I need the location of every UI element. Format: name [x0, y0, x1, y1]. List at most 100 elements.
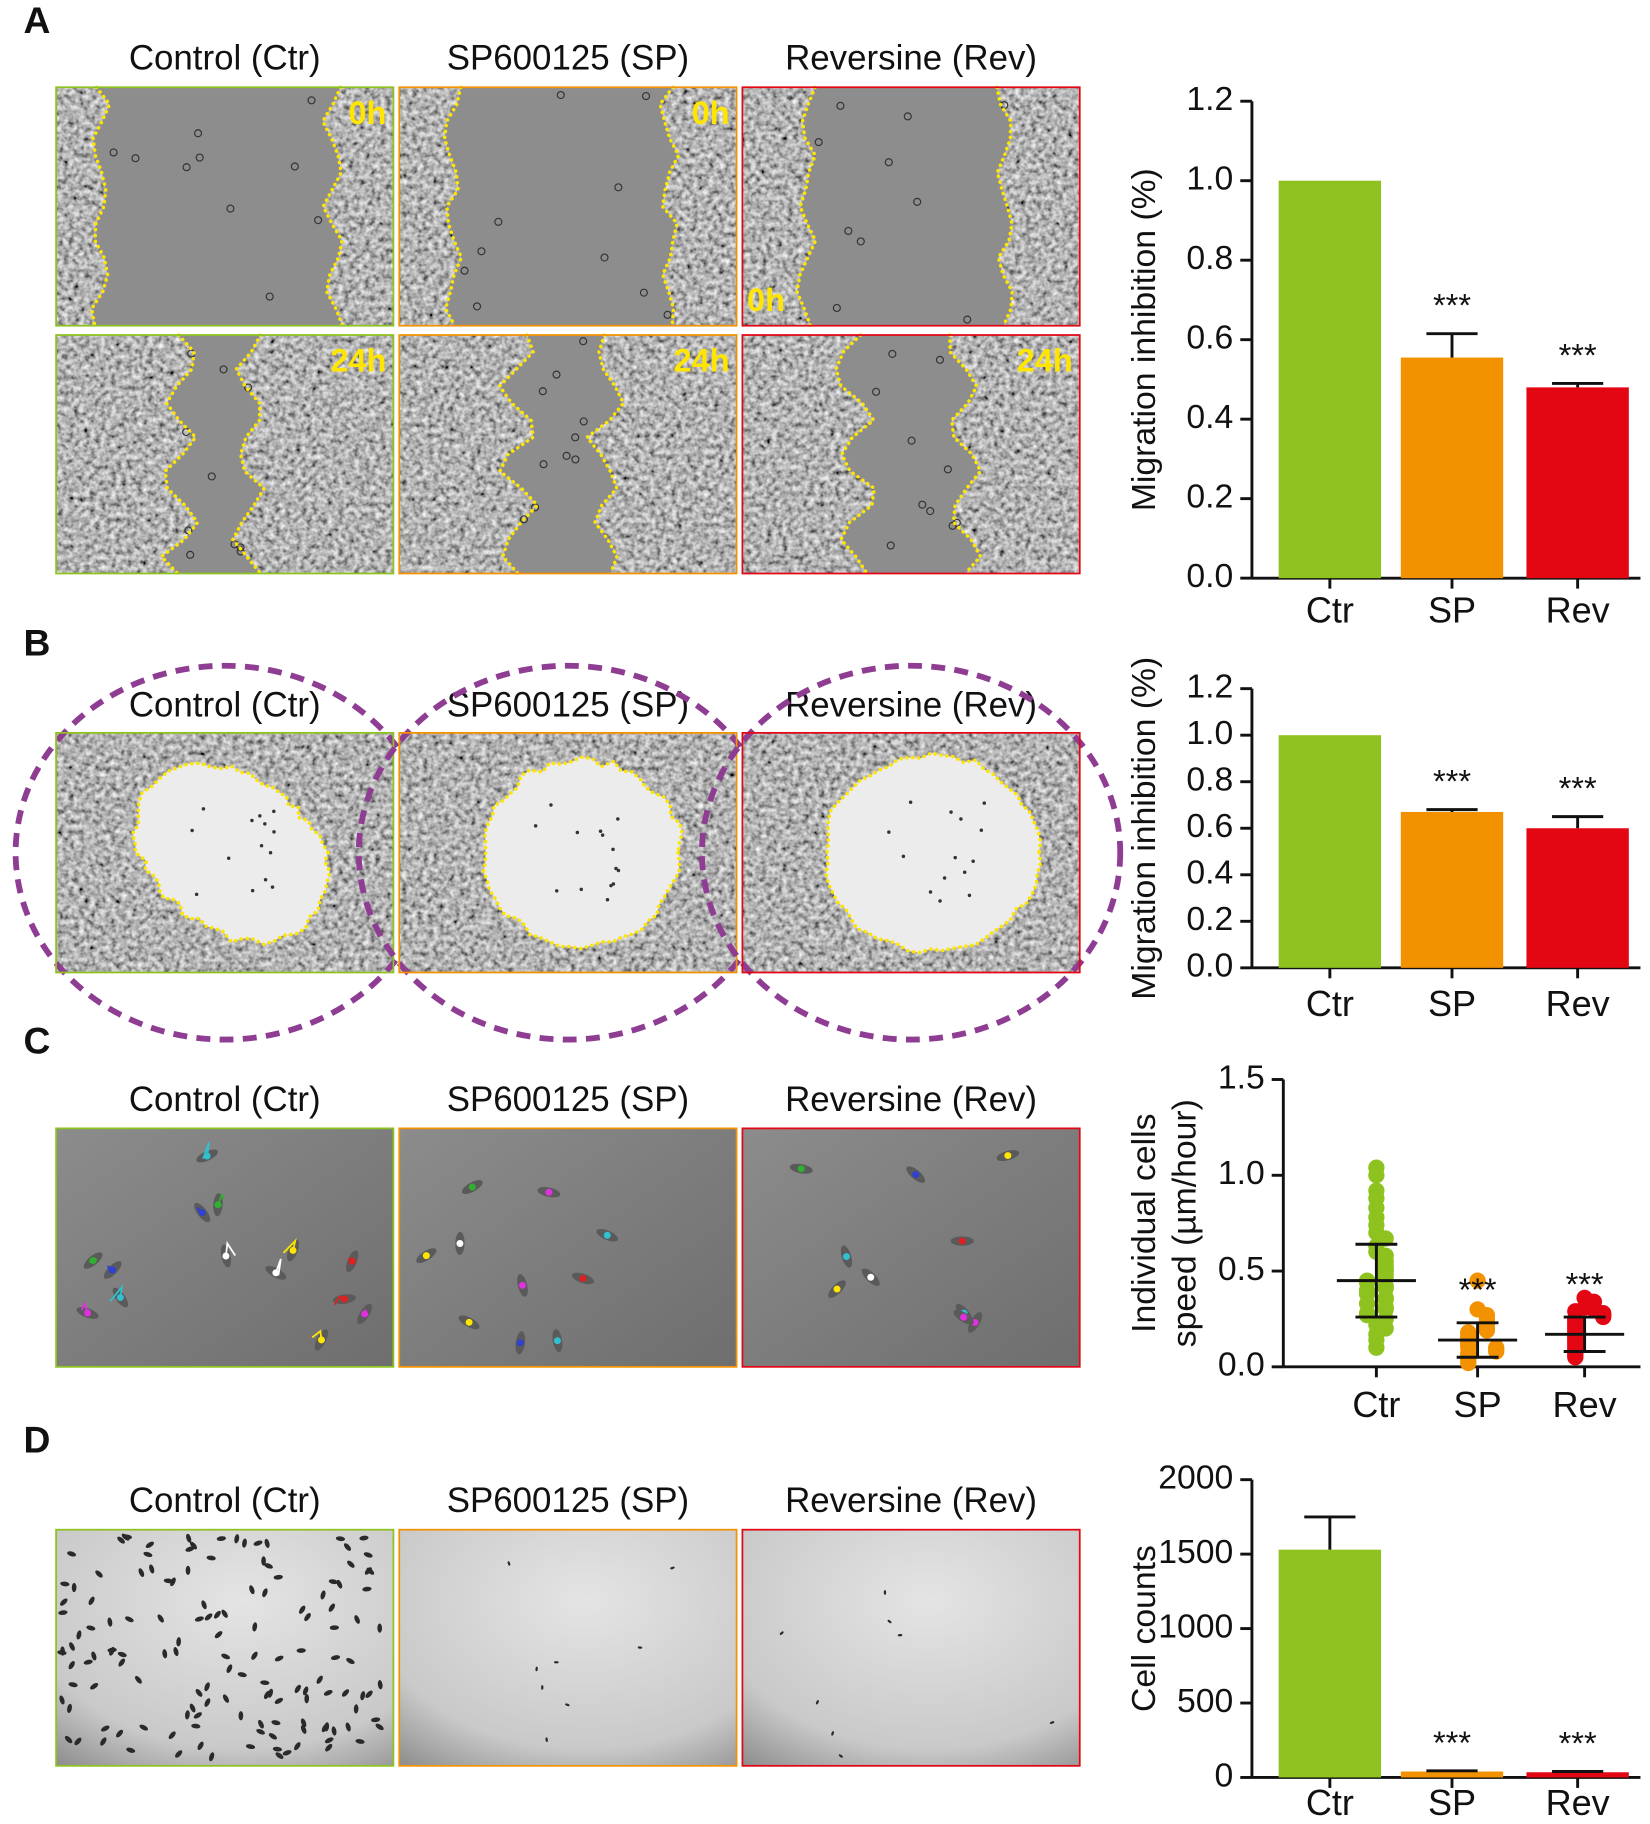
micrograph [398, 1528, 738, 1767]
cell [190, 1541, 197, 1550]
image-title: SP600125 (SP) [447, 39, 689, 78]
cell [76, 1630, 82, 1640]
debris [270, 885, 275, 889]
cell [314, 216, 323, 225]
cell [298, 1605, 306, 1614]
cell [57, 1650, 67, 1656]
cell [571, 433, 580, 442]
cell [554, 1661, 559, 1664]
cell [242, 1538, 247, 1548]
cell [354, 1615, 360, 1624]
cell [1049, 1721, 1055, 1724]
data-point [1469, 1272, 1486, 1289]
cell [545, 1737, 548, 1742]
cell [245, 1744, 256, 1750]
cell [262, 1588, 268, 1598]
bar [1278, 735, 1382, 968]
cell [68, 1682, 78, 1688]
y-tick-label: 0 [1215, 1756, 1234, 1794]
bar [1526, 828, 1629, 968]
cell [162, 1649, 168, 1659]
cell [844, 226, 853, 236]
open-area [130, 761, 332, 947]
cell [139, 1724, 148, 1731]
cell [271, 1720, 281, 1726]
cell [149, 1564, 155, 1574]
cell [91, 1651, 97, 1661]
track [109, 1284, 124, 1302]
y-tick-label: 0.0 [1218, 1346, 1265, 1384]
track-end [198, 1209, 206, 1217]
cell [185, 1546, 195, 1552]
image-border [398, 1528, 738, 1767]
debris [611, 847, 615, 852]
cell [359, 1535, 369, 1541]
bar [1400, 357, 1504, 579]
significance: *** [1559, 1726, 1597, 1762]
cell [535, 1666, 538, 1672]
cell [275, 1752, 284, 1759]
image-border [398, 731, 738, 974]
debris [579, 887, 584, 892]
cell [838, 1754, 843, 1758]
track-end [340, 1295, 348, 1303]
image-border [741, 1127, 1081, 1368]
cell [206, 1555, 216, 1561]
track-end [797, 1165, 805, 1173]
cell [918, 500, 927, 509]
cell [201, 1600, 207, 1610]
cell [460, 266, 469, 275]
open-area [824, 751, 1043, 955]
cell [294, 1742, 301, 1751]
wound-gap [796, 87, 1013, 326]
panel-label: C [24, 1019, 51, 1061]
cell [168, 1731, 176, 1740]
wound-edge [497, 333, 540, 576]
micrograph: 24h [398, 333, 738, 576]
cell [253, 1540, 263, 1546]
cell [362, 1586, 372, 1592]
field [399, 1128, 737, 1367]
cell [884, 158, 893, 167]
debris [887, 830, 891, 834]
y-axis-title: Cell counts [1125, 1545, 1163, 1712]
cell [377, 1680, 383, 1690]
cell [86, 1625, 96, 1631]
cell [204, 1613, 213, 1621]
y-tick-label: 1.0 [1218, 1154, 1265, 1192]
cell [365, 1690, 373, 1698]
cell [963, 315, 972, 324]
cell [157, 1614, 164, 1623]
cell [195, 1688, 203, 1697]
track-end [912, 1171, 920, 1179]
cell [329, 1625, 340, 1631]
cell [331, 1726, 337, 1736]
track-end [361, 1310, 369, 1318]
field [742, 1128, 1080, 1367]
image-border [741, 1528, 1081, 1767]
cell [125, 1616, 134, 1623]
track-end [465, 1318, 473, 1326]
cell [193, 129, 203, 138]
cell [328, 1603, 336, 1612]
cell [336, 1579, 343, 1589]
cell [328, 1579, 338, 1585]
x-tick-label: Rev [1546, 1782, 1610, 1823]
cell [249, 1585, 255, 1595]
cell [316, 1675, 323, 1684]
image-border [398, 86, 738, 327]
cell [375, 1723, 384, 1731]
cell [264, 1538, 270, 1548]
time-label: 24h [1017, 343, 1073, 379]
debris [259, 843, 264, 848]
cell [477, 247, 486, 256]
cell [274, 1697, 284, 1705]
cell [815, 1700, 819, 1705]
cell [888, 349, 897, 358]
data-point [1368, 1167, 1385, 1184]
cell [296, 1648, 306, 1653]
cell [907, 436, 916, 445]
track-end [842, 1253, 850, 1261]
debris [928, 890, 933, 894]
debris [971, 859, 975, 863]
